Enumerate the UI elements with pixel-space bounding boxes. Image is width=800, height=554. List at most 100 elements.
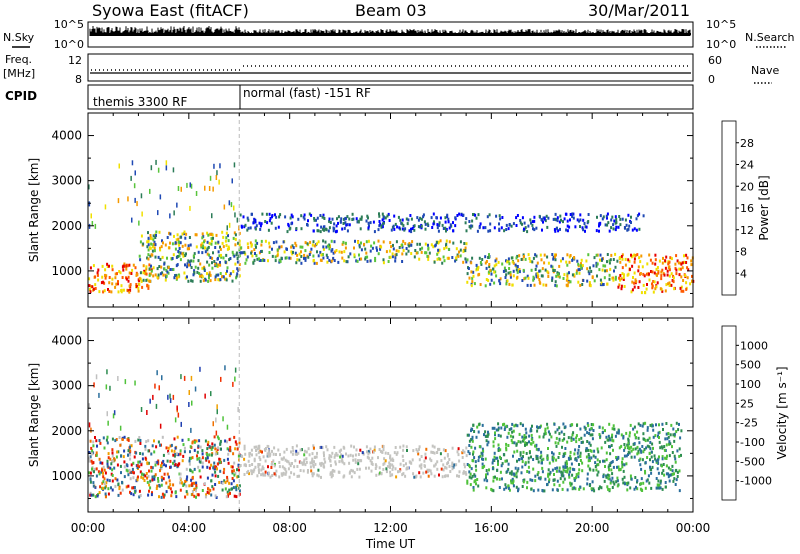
echo-cell	[224, 487, 227, 491]
echo-cell	[228, 258, 231, 262]
echo-cell	[651, 270, 654, 274]
echo-cell	[184, 243, 187, 247]
echo-cell	[489, 222, 492, 226]
echo-cell	[189, 456, 192, 460]
echo-cell	[445, 239, 448, 243]
echo-cell	[630, 253, 632, 257]
echo-cell	[99, 441, 102, 445]
echo-cell	[521, 216, 524, 220]
echo-cell	[529, 442, 532, 446]
echo-cell	[520, 471, 523, 475]
echo-cell	[547, 468, 550, 472]
echo-cell	[521, 423, 524, 427]
echo-cell	[139, 460, 141, 464]
echo-cell	[510, 481, 513, 485]
echo-cell	[130, 492, 133, 496]
echo-cell	[491, 426, 494, 430]
echo-cell	[182, 454, 185, 458]
echo-cell	[219, 263, 222, 267]
echo-cell	[160, 467, 163, 471]
echo-cell	[390, 245, 393, 249]
echo-cell	[569, 218, 571, 222]
echo-cell	[563, 217, 566, 221]
echo-cell	[131, 217, 133, 223]
echo-cell	[186, 265, 189, 269]
echo-cell	[308, 453, 311, 457]
echo-cell	[267, 465, 269, 469]
echo-cell	[92, 484, 95, 488]
echo-cell	[440, 467, 443, 471]
echo-cell	[653, 271, 656, 275]
echo-cell	[601, 431, 604, 435]
echo-cell	[210, 237, 213, 241]
echo-cell	[157, 477, 159, 480]
echo-cell	[624, 263, 627, 267]
echo-cell	[111, 488, 114, 492]
echo-cell	[271, 247, 273, 251]
echo-cell	[190, 478, 193, 482]
echo-cell	[233, 162, 236, 168]
echo-cell	[391, 252, 394, 256]
echo-cell	[493, 270, 496, 274]
echo-cell	[651, 460, 654, 464]
echo-cell	[142, 242, 145, 246]
echo-cell	[320, 475, 322, 479]
echo-cell	[243, 447, 246, 451]
echo-cell	[116, 272, 118, 276]
echo-cell	[588, 441, 591, 445]
echo-cell	[488, 263, 491, 266]
echo-cell	[120, 288, 123, 292]
echo-cell	[581, 264, 584, 268]
echo-cell	[147, 286, 150, 290]
echo-cell	[589, 284, 592, 288]
echo-cell	[210, 453, 213, 457]
echo-cell	[105, 274, 108, 278]
echo-cell	[613, 269, 615, 273]
echo-cell	[636, 445, 639, 449]
echo-cell	[139, 271, 142, 275]
echo-cell	[510, 470, 513, 474]
echo-cell	[527, 276, 530, 280]
echo-cell	[552, 452, 555, 456]
echo-cell	[581, 283, 584, 286]
echo-cell	[436, 467, 439, 471]
echo-cell	[514, 423, 517, 427]
echo-cell	[147, 248, 150, 252]
echo-cell	[607, 487, 610, 491]
echo-cell	[661, 464, 663, 468]
echo-cell	[309, 465, 312, 469]
echo-cell	[452, 221, 454, 225]
echo-cell	[259, 227, 262, 231]
echo-cell	[379, 247, 382, 251]
echo-cell	[258, 471, 260, 474]
echo-cell	[88, 284, 91, 288]
echo-cell	[642, 432, 645, 436]
echo-cell	[203, 265, 206, 269]
echo-cell	[127, 275, 130, 279]
echo-cell	[444, 220, 447, 224]
echo-cell	[536, 455, 539, 459]
station-title: Syowa East (fitACF)	[92, 1, 249, 20]
echo-cell	[485, 476, 487, 480]
echo-cell	[147, 231, 149, 235]
echo-cell	[196, 493, 199, 497]
echo-cell	[257, 463, 260, 466]
echo-cell	[147, 439, 150, 443]
echo-cell	[90, 446, 93, 450]
echo-cell	[501, 462, 504, 466]
echo-cell	[611, 435, 613, 439]
echo-cell	[676, 259, 679, 263]
echo-cell	[596, 458, 599, 462]
echo-cell	[586, 431, 589, 435]
echo-cell	[204, 457, 207, 461]
echo-cell	[528, 451, 531, 455]
echo-cell	[515, 268, 518, 272]
echo-cell	[223, 467, 226, 471]
echo-cell	[106, 478, 109, 482]
echo-cell	[280, 245, 283, 249]
echo-cell	[378, 212, 380, 216]
echo-cell	[655, 486, 658, 490]
echo-cell	[246, 242, 249, 246]
echo-cell	[431, 444, 434, 448]
echo-cell	[420, 463, 423, 467]
